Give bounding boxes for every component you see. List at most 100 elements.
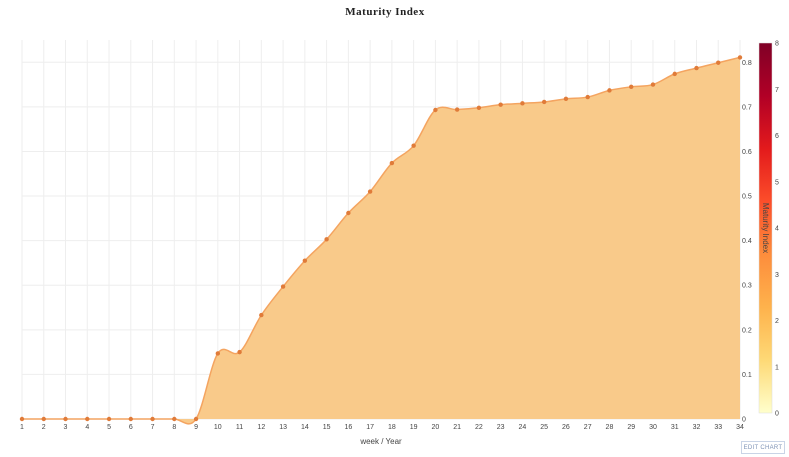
colorbar-title: Maturity Index [761,203,770,253]
data-point-21 [454,107,460,112]
data-point-34 [737,55,743,60]
data-point-24 [520,101,525,106]
colorbar-tick-3: 3 [775,272,779,279]
data-point-27 [585,94,590,100]
data-point-1 [19,416,25,422]
x-tick-label-23: 23 [497,424,505,431]
data-point-18 [389,160,395,166]
x-tick-label-21: 21 [453,424,461,431]
x-tick-label-29: 29 [627,424,635,431]
colorbar-tick-2: 2 [775,318,779,325]
data-point-33 [716,60,721,65]
x-tick-label-4: 4 [85,424,89,431]
x-tick-label-1: 1 [20,424,24,431]
data-point-4 [85,416,90,422]
chart-title: Maturity Index [345,6,424,18]
x-tick-label-30: 30 [649,424,657,431]
x-tick-label-6: 6 [129,424,133,431]
y-axis-ticks: 0 0.1 0.2 0.3 0.4 0.5 0.6 0.7 0.8 [742,60,752,424]
colorbar-tick-0: 0 [775,411,779,418]
data-point-28 [607,88,612,93]
data-point-10 [215,351,221,356]
y-tick-label-3: 0.3 [742,283,752,290]
x-axis-ticks: 1 2 3 4 5 6 7 8 9 10 11 12 13 14 15 16 17 18 19 20 21 22 23 24 2… [20,424,744,431]
data-point-29 [629,84,634,90]
colorbar: 0 1 2 3 4 5 6 7 8 Maturity Index [758,41,779,418]
colorbar-tick-1: 1 [775,364,779,371]
x-tick-label-12: 12 [257,424,265,431]
x-tick-label-2: 2 [42,424,46,431]
x-tick-label-26: 26 [562,424,570,431]
edit-chart-button[interactable]: EDIT CHART [741,441,785,454]
data-point-15 [324,237,329,242]
colorbar-tick-4: 4 [775,226,779,233]
colorbar-tick-5: 5 [775,179,779,186]
x-tick-label-33: 33 [714,424,722,431]
area-series [22,56,741,425]
y-tick-label-6: 0.6 [742,149,752,156]
data-point-8 [172,416,177,422]
data-point-31 [672,71,677,77]
data-point-9 [193,416,199,422]
x-tick-label-15: 15 [323,424,331,431]
data-point-13 [280,284,286,289]
colorbar-tick-8: 8 [775,41,779,48]
data-point-17 [367,189,373,194]
x-tick-label-18: 18 [388,424,396,431]
data-point-7 [150,416,155,422]
x-tick-label-7: 7 [151,424,155,431]
area-fill [22,57,740,424]
y-tick-label-0: 0 [742,417,746,424]
data-point-20 [433,107,438,113]
x-tick-label-22: 22 [475,424,483,431]
data-markers [19,55,743,422]
x-tick-label-5: 5 [107,424,111,431]
data-point-16 [346,210,351,216]
x-tick-label-31: 31 [671,424,679,431]
x-tick-label-10: 10 [214,424,222,431]
colorbar-tick-6: 6 [775,133,779,140]
data-point-19 [411,143,416,148]
x-tick-label-8: 8 [172,424,176,431]
data-point-6 [128,416,133,422]
x-tick-label-19: 19 [410,424,418,431]
data-point-11 [237,349,242,355]
y-tick-label-4: 0.4 [742,238,752,245]
data-point-30 [650,82,656,87]
x-tick-label-16: 16 [344,424,352,431]
x-tick-label-13: 13 [279,424,287,431]
y-tick-label-5: 0.5 [742,194,752,201]
x-tick-label-32: 32 [693,424,701,431]
x-tick-label-27: 27 [584,424,592,431]
data-point-14 [302,258,308,263]
data-point-32 [694,65,699,71]
y-tick-label-8: 0.8 [742,60,752,67]
x-tick-label-11: 11 [236,424,243,431]
data-point-5 [106,416,112,422]
x-tick-label-28: 28 [606,424,614,431]
x-tick-label-14: 14 [301,424,309,431]
x-axis-title: week / Year [359,437,402,446]
data-point-25 [541,99,547,105]
x-tick-label-3: 3 [64,424,68,431]
series-line [22,56,741,425]
x-tick-label-20: 20 [431,424,439,431]
data-point-3 [63,416,68,422]
y-tick-label-7: 0.7 [742,104,752,111]
data-point-22 [476,105,482,110]
colorbar-gradient [758,42,773,414]
x-tick-label-25: 25 [540,424,548,431]
data-point-26 [563,96,569,102]
data-point-2 [41,416,46,422]
data-point-12 [259,312,264,318]
x-tick-label-9: 9 [194,424,198,431]
x-tick-label-17: 17 [366,424,374,431]
data-point-23 [498,102,503,107]
x-tick-label-24: 24 [519,424,527,431]
colorbar-tick-7: 7 [775,87,779,94]
x-tick-label-34: 34 [736,424,744,431]
y-tick-label-2: 0.2 [742,327,752,334]
y-tick-label-1: 0.1 [742,372,752,379]
